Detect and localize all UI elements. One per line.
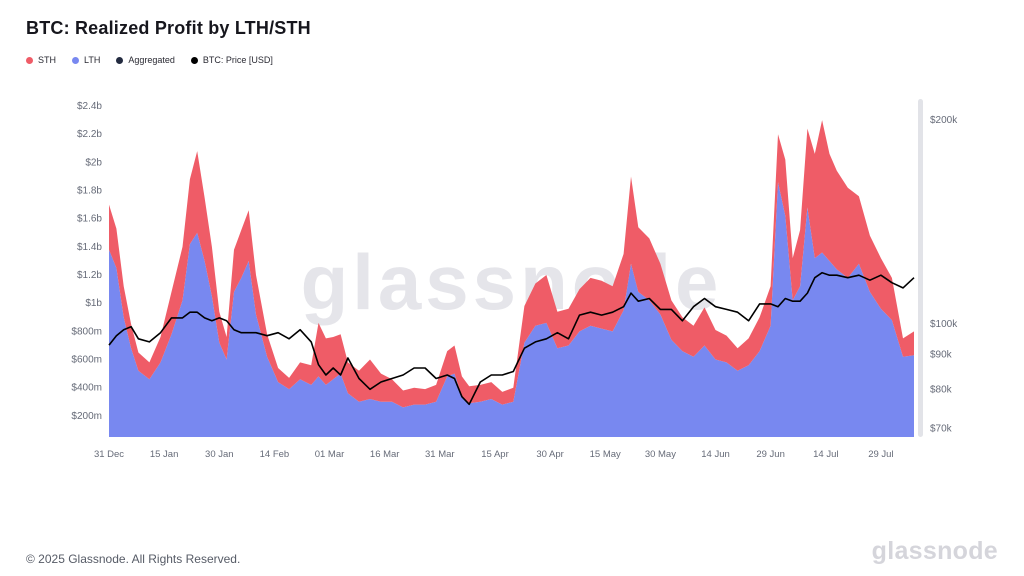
legend-label-sth: STH [38,55,56,65]
page-footer: © 2025 Glassnode. All Rights Reserved. g… [26,537,998,566]
lth-area [109,182,914,437]
svg-text:$200m: $200m [71,411,102,422]
svg-text:30 Jan: 30 Jan [205,449,234,460]
svg-text:$600m: $600m [71,355,102,366]
legend-item-sth[interactable]: STH [26,55,56,65]
svg-text:30 Apr: 30 Apr [536,449,563,460]
legend-item-lth[interactable]: LTH [72,55,100,65]
svg-text:$70k: $70k [930,423,953,434]
chart-area: glassnode $200m $400m $600m $800m $1b $1.2b $1… [24,69,1000,482]
svg-text:$100k: $100k [930,319,958,330]
svg-text:$90k: $90k [930,350,953,361]
svg-text:14 Jun: 14 Jun [701,449,730,460]
svg-text:$200k: $200k [930,115,958,126]
chart-header: BTC: Realized Profit by LTH/STH STH LTH … [0,0,1024,65]
svg-text:31 Mar: 31 Mar [425,449,455,460]
svg-text:30 May: 30 May [645,449,676,460]
right-axis-ticks: $200k $100k $90k $80k $70k [930,115,958,434]
svg-text:$2.2b: $2.2b [77,129,102,140]
svg-text:01 Mar: 01 Mar [315,449,345,460]
svg-text:$2b: $2b [85,157,102,168]
btc-price-color-dot [190,56,198,64]
y-axis-scrollbar[interactable] [918,99,923,437]
legend-item-aggregated[interactable]: Aggregated [116,55,175,65]
legend-item-btc-price[interactable]: BTC: Price [USD] [190,55,273,65]
svg-text:$1.4b: $1.4b [77,242,102,253]
svg-text:$1.2b: $1.2b [77,270,102,281]
svg-text:15 May: 15 May [590,449,621,460]
glassnode-logo: glassnode [871,537,998,565]
svg-text:$1.8b: $1.8b [77,186,102,197]
svg-text:14 Jul: 14 Jul [813,449,838,460]
chart-title: BTC: Realized Profit by LTH/STH [26,18,311,38]
realized-profit-chart[interactable]: glassnode $200m$400m$600m$800m$1b$1.2b$1… [24,69,1000,477]
legend-label-aggregated: Aggregated [128,55,175,65]
sth-area [109,120,914,408]
svg-text:15 Jan: 15 Jan [150,449,179,460]
svg-text:29 Jun: 29 Jun [756,449,785,460]
sth-color-dot [26,56,33,64]
svg-text:$400m: $400m [71,383,102,394]
price-line [108,271,915,406]
svg-text:14 Feb: 14 Feb [260,449,290,460]
svg-text:31 Dec: 31 Dec [94,449,124,460]
aggregated-color-dot [116,56,124,64]
svg-text:$1b: $1b [85,298,102,309]
svg-text:$80k: $80k [930,384,953,395]
svg-text:16 Mar: 16 Mar [370,449,400,460]
x-axis-ticks: 31 Dec 15 Jan 30 Jan 14 Feb 01 Mar 16 Mar 31 M… [94,449,894,460]
lth-color-dot [72,56,79,64]
svg-text:29 Jul: 29 Jul [868,449,893,460]
svg-text:$800m: $800m [71,326,102,337]
svg-text:15 Apr: 15 Apr [481,449,508,460]
svg-text:$2.4b: $2.4b [77,101,102,112]
chart-legend: STH LTH Aggregated BTC: Price [USD] [26,55,998,65]
left-axis-ticks: $200m $400m $600m $800m $1b $1.2b $1.4b $1.6b $1… [71,101,102,422]
copyright-text: © 2025 Glassnode. All Rights Reserved. [26,552,241,566]
legend-label-lth: LTH [84,55,101,65]
legend-label-btc-price: BTC: Price [USD] [202,55,273,65]
svg-text:$1.6b: $1.6b [77,214,102,225]
